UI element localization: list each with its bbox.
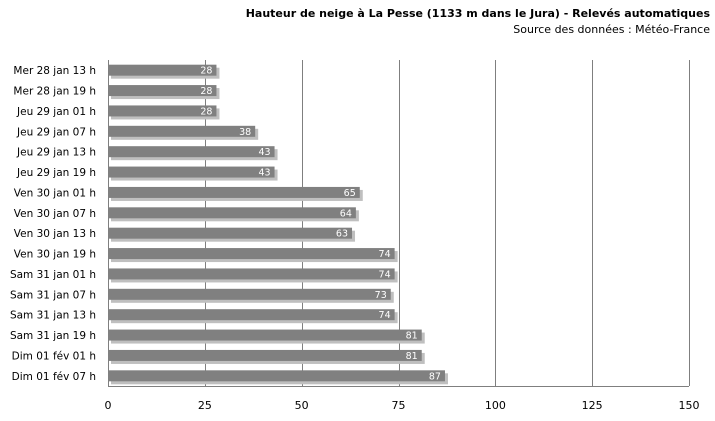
category-label: Sam 31 jan 07 h (10, 289, 96, 301)
bar (108, 329, 422, 341)
data-label: 43 (258, 168, 270, 179)
data-label: 28 (200, 86, 212, 97)
category-label: Sam 31 jan 01 h (10, 269, 96, 281)
category-label: Ven 30 jan 01 h (14, 187, 96, 199)
bar (108, 85, 217, 97)
chart-subtitle: Source des données : Météo-France (513, 23, 710, 36)
bar (108, 288, 391, 300)
x-tick-label: 100 (485, 399, 506, 412)
bar (108, 349, 422, 361)
bar (108, 146, 275, 158)
category-label: Mer 28 jan 13 h (13, 65, 96, 77)
category-label: Ven 30 jan 13 h (14, 228, 96, 240)
x-tick-label: 50 (295, 399, 309, 412)
data-label: 63 (336, 229, 348, 240)
data-label: 74 (379, 249, 391, 260)
category-label: Dim 01 fév 07 h (12, 371, 96, 383)
data-label: 28 (200, 106, 212, 117)
data-label: 74 (379, 269, 391, 280)
data-label: 43 (258, 147, 270, 158)
category-label: Sam 31 jan 13 h (10, 310, 96, 322)
data-label: 65 (344, 188, 356, 199)
x-tick-label: 0 (105, 399, 112, 412)
bar (108, 186, 360, 198)
bar (108, 105, 217, 117)
data-label: 81 (406, 331, 418, 342)
data-label: 73 (375, 290, 387, 301)
bar (108, 125, 256, 137)
x-tick-label: 125 (582, 399, 603, 412)
bar (108, 370, 445, 382)
bar (108, 248, 395, 260)
x-axis-ticks: 0 25 50 75 100 125 150 (105, 399, 700, 412)
bar (108, 64, 217, 76)
category-label: Jeu 29 jan 13 h (16, 147, 96, 159)
bar (108, 227, 353, 239)
data-label: 38 (239, 127, 251, 138)
category-label: Ven 30 jan 07 h (14, 208, 96, 220)
category-labels: Mer 28 jan 13 h Mer 28 jan 19 h Jeu 29 jan… (10, 65, 96, 383)
bar (108, 166, 275, 178)
chart-title: Hauteur de neige à La Pesse (1133 m dans… (246, 7, 711, 20)
bar-series: 28 28 28 38 43 43 65 64 63 74 74 73 74 81 81 87 (108, 64, 448, 385)
data-label: 74 (379, 310, 391, 321)
category-label: Jeu 29 jan 19 h (16, 167, 96, 179)
data-label: 87 (429, 371, 441, 382)
bar (108, 309, 395, 321)
data-label: 81 (406, 351, 418, 362)
data-label: 64 (340, 208, 352, 219)
bar (108, 268, 395, 280)
category-label: Dim 01 fév 01 h (12, 350, 96, 362)
category-label: Sam 31 jan 19 h (10, 330, 96, 342)
category-label: Jeu 29 jan 07 h (16, 126, 96, 138)
category-label: Jeu 29 jan 01 h (16, 106, 96, 118)
x-tick-label: 150 (679, 399, 700, 412)
x-tick-label: 25 (198, 399, 212, 412)
category-label: Ven 30 jan 19 h (14, 249, 96, 261)
data-label: 28 (200, 66, 212, 77)
bar (108, 207, 356, 219)
category-label: Mer 28 jan 19 h (13, 86, 96, 98)
x-tick-label: 75 (392, 399, 406, 412)
